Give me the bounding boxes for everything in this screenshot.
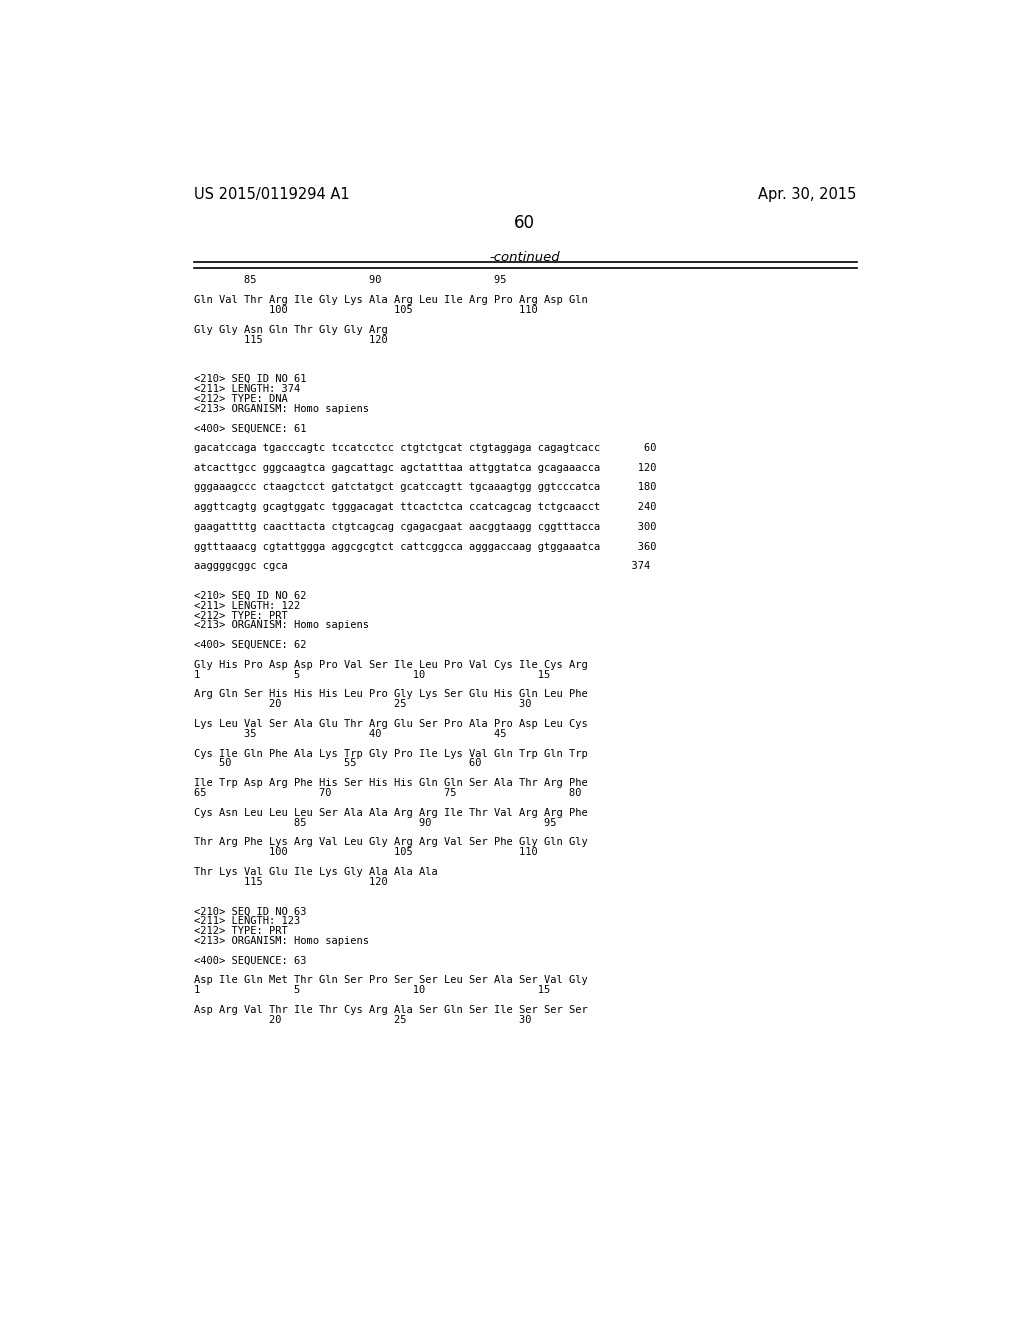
Text: 20                  25                  30: 20 25 30 xyxy=(194,1015,531,1024)
Text: Arg Gln Ser His His His Leu Pro Gly Lys Ser Glu His Gln Leu Phe: Arg Gln Ser His His His Leu Pro Gly Lys … xyxy=(194,689,588,700)
Text: aaggggcggc cgca                                                       374: aaggggcggc cgca 374 xyxy=(194,561,650,572)
Text: 20                  25                  30: 20 25 30 xyxy=(194,700,531,709)
Text: 60: 60 xyxy=(514,214,536,232)
Text: <400> SEQUENCE: 62: <400> SEQUENCE: 62 xyxy=(194,640,306,651)
Text: ggtttaaacg cgtattggga aggcgcgtct cattcggcca agggaccaag gtggaaatca      360: ggtttaaacg cgtattggga aggcgcgtct cattcgg… xyxy=(194,541,656,552)
Text: aggttcagtg gcagtggatc tgggacagat ttcactctca ccatcagcag tctgcaacct      240: aggttcagtg gcagtggatc tgggacagat ttcactc… xyxy=(194,502,656,512)
Text: <211> LENGTH: 374: <211> LENGTH: 374 xyxy=(194,384,300,393)
Text: <212> TYPE: DNA: <212> TYPE: DNA xyxy=(194,393,288,404)
Text: 65                  70                  75                  80: 65 70 75 80 xyxy=(194,788,582,799)
Text: <400> SEQUENCE: 61: <400> SEQUENCE: 61 xyxy=(194,424,306,433)
Text: 50                  55                  60: 50 55 60 xyxy=(194,759,481,768)
Text: -continued: -continued xyxy=(489,251,560,264)
Text: Thr Arg Phe Lys Arg Val Leu Gly Arg Arg Val Ser Phe Gly Gln Gly: Thr Arg Phe Lys Arg Val Leu Gly Arg Arg … xyxy=(194,837,588,847)
Text: 115                 120: 115 120 xyxy=(194,876,388,887)
Text: Cys Ile Gln Phe Ala Lys Trp Gly Pro Ile Lys Val Gln Trp Gln Trp: Cys Ile Gln Phe Ala Lys Trp Gly Pro Ile … xyxy=(194,748,588,759)
Text: Asp Arg Val Thr Ile Thr Cys Arg Ala Ser Gln Ser Ile Ser Ser Ser: Asp Arg Val Thr Ile Thr Cys Arg Ala Ser … xyxy=(194,1005,588,1015)
Text: <211> LENGTH: 123: <211> LENGTH: 123 xyxy=(194,916,300,927)
Text: Gly Gly Asn Gln Thr Gly Gly Arg: Gly Gly Asn Gln Thr Gly Gly Arg xyxy=(194,325,388,335)
Text: Ile Trp Asp Arg Phe His Ser His His Gln Gln Ser Ala Thr Arg Phe: Ile Trp Asp Arg Phe His Ser His His Gln … xyxy=(194,777,588,788)
Text: 1               5                  10                  15: 1 5 10 15 xyxy=(194,985,550,995)
Text: gaagattttg caacttacta ctgtcagcag cgagacgaat aacggtaagg cggtttacca      300: gaagattttg caacttacta ctgtcagcag cgagacg… xyxy=(194,521,656,532)
Text: <211> LENGTH: 122: <211> LENGTH: 122 xyxy=(194,601,300,611)
Text: Lys Leu Val Ser Ala Glu Thr Arg Glu Ser Pro Ala Pro Asp Leu Cys: Lys Leu Val Ser Ala Glu Thr Arg Glu Ser … xyxy=(194,719,588,729)
Text: <212> TYPE: PRT: <212> TYPE: PRT xyxy=(194,611,288,620)
Text: <213> ORGANISM: Homo sapiens: <213> ORGANISM: Homo sapiens xyxy=(194,620,369,631)
Text: 85                  90                  95: 85 90 95 xyxy=(194,817,556,828)
Text: 100                 105                 110: 100 105 110 xyxy=(194,847,538,857)
Text: Gln Val Thr Arg Ile Gly Lys Ala Arg Leu Ile Arg Pro Arg Asp Gln: Gln Val Thr Arg Ile Gly Lys Ala Arg Leu … xyxy=(194,296,588,305)
Text: Gly His Pro Asp Asp Pro Val Ser Ile Leu Pro Val Cys Ile Cys Arg: Gly His Pro Asp Asp Pro Val Ser Ile Leu … xyxy=(194,660,588,669)
Text: 115                 120: 115 120 xyxy=(194,334,388,345)
Text: <213> ORGANISM: Homo sapiens: <213> ORGANISM: Homo sapiens xyxy=(194,936,369,946)
Text: <213> ORGANISM: Homo sapiens: <213> ORGANISM: Homo sapiens xyxy=(194,404,369,413)
Text: Asp Ile Gln Met Thr Gln Ser Pro Ser Ser Leu Ser Ala Ser Val Gly: Asp Ile Gln Met Thr Gln Ser Pro Ser Ser … xyxy=(194,975,588,985)
Text: <210> SEQ ID NO 61: <210> SEQ ID NO 61 xyxy=(194,374,306,384)
Text: Apr. 30, 2015: Apr. 30, 2015 xyxy=(758,187,856,202)
Text: <212> TYPE: PRT: <212> TYPE: PRT xyxy=(194,925,288,936)
Text: <400> SEQUENCE: 63: <400> SEQUENCE: 63 xyxy=(194,956,306,965)
Text: <210> SEQ ID NO 62: <210> SEQ ID NO 62 xyxy=(194,591,306,601)
Text: 85                  90                  95: 85 90 95 xyxy=(194,276,507,285)
Text: gacatccaga tgacccagtc tccatcctcc ctgtctgcat ctgtaggaga cagagtcacc       60: gacatccaga tgacccagtc tccatcctcc ctgtctg… xyxy=(194,444,656,453)
Text: <210> SEQ ID NO 63: <210> SEQ ID NO 63 xyxy=(194,907,306,916)
Text: Cys Asn Leu Leu Leu Ser Ala Ala Arg Arg Ile Thr Val Arg Arg Phe: Cys Asn Leu Leu Leu Ser Ala Ala Arg Arg … xyxy=(194,808,588,817)
Text: US 2015/0119294 A1: US 2015/0119294 A1 xyxy=(194,187,349,202)
Text: gggaaagccc ctaagctcct gatctatgct gcatccagtt tgcaaagtgg ggtcccatca      180: gggaaagccc ctaagctcct gatctatgct gcatcca… xyxy=(194,482,656,492)
Text: 35                  40                  45: 35 40 45 xyxy=(194,729,507,739)
Text: Thr Lys Val Glu Ile Lys Gly Ala Ala Ala: Thr Lys Val Glu Ile Lys Gly Ala Ala Ala xyxy=(194,867,437,876)
Text: 100                 105                 110: 100 105 110 xyxy=(194,305,538,315)
Text: 1               5                  10                  15: 1 5 10 15 xyxy=(194,669,550,680)
Text: atcacttgcc gggcaagtca gagcattagc agctatttaa attggtatca gcagaaacca      120: atcacttgcc gggcaagtca gagcattagc agctatt… xyxy=(194,463,656,473)
